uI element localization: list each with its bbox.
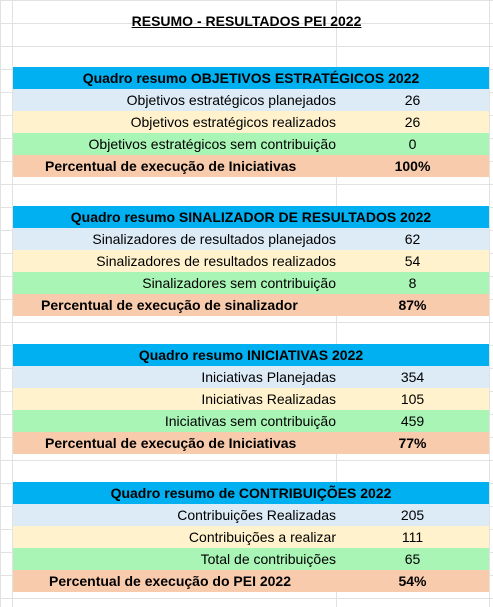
row-value: 65: [404, 551, 421, 567]
table-row[interactable]: Sinalizadores de resultados planejados 62: [13, 228, 489, 250]
table-row[interactable]: Sinalizadores sem contribuição 8: [13, 272, 489, 294]
table-row[interactable]: Iniciativas Realizadas 105: [13, 388, 489, 410]
table-header[interactable]: Quadro resumo INICIATIVAS 2022: [13, 344, 489, 366]
table-header-text: Quadro resumo SINALIZADOR DE RESULTADOS …: [70, 209, 432, 225]
table-row-percentage[interactable]: Percentual de execução de Iniciativas 77%: [13, 432, 489, 454]
row-label: Total de contribuições: [200, 551, 336, 567]
summary-table-iniciativas: Quadro resumo INICIATIVAS 2022 Iniciativ…: [13, 344, 489, 454]
row-label: Contribuições a realizar: [188, 529, 336, 545]
row-value: 8: [408, 275, 417, 291]
row-value: 54: [404, 253, 421, 269]
table-header-text: Quadro resumo OBJETIVOS ESTRATÉGICOS 202…: [82, 70, 420, 86]
row-value: 0: [408, 136, 417, 152]
page-title-text: RESUMO - RESULTADOS PEI 2022: [131, 13, 362, 29]
table-header[interactable]: Quadro resumo SINALIZADOR DE RESULTADOS …: [13, 206, 489, 228]
table-header-text: Quadro resumo INICIATIVAS 2022: [138, 347, 364, 363]
row-value: 205: [400, 507, 425, 523]
table-row-percentage[interactable]: Percentual de execução de Iniciativas 100…: [13, 155, 489, 177]
row-value: 54%: [398, 573, 427, 589]
row-label: Contribuições Realizadas: [177, 507, 336, 523]
row-label: Iniciativas Planejadas: [201, 369, 336, 385]
row-label: Objetivos estratégicos planejados: [126, 92, 336, 108]
table-row[interactable]: Contribuições Realizadas 205: [13, 504, 489, 526]
page-title: RESUMO - RESULTADOS PEI 2022: [0, 10, 493, 32]
row-value: 354: [400, 369, 425, 385]
row-label: Sinalizadores de resultados realizados: [96, 253, 336, 269]
row-value: 111: [401, 529, 424, 545]
table-row-percentage[interactable]: Percentual de execução de sinalizador 87%: [13, 294, 489, 316]
row-value: 77%: [398, 435, 427, 451]
row-label: Iniciativas Realizadas: [201, 391, 336, 407]
table-header[interactable]: Quadro resumo OBJETIVOS ESTRATÉGICOS 202…: [13, 67, 489, 89]
row-label: Percentual de execução de Iniciativas: [45, 158, 297, 174]
row-label: Sinalizadores sem contribuição: [142, 275, 336, 291]
row-value: 26: [404, 92, 421, 108]
table-row[interactable]: Iniciativas Planejadas 354: [13, 366, 489, 388]
grid-column-line: [12, 0, 13, 607]
row-label: Sinalizadores de resultados planejados: [92, 231, 336, 247]
summary-table-objetivos: Quadro resumo OBJETIVOS ESTRATÉGICOS 202…: [13, 67, 489, 177]
row-label: Percentual de execução do PEI 2022: [49, 573, 292, 589]
row-value: 87%: [398, 297, 427, 313]
row-label: Percentual de execução de sinalizador: [41, 297, 298, 313]
row-value: 62: [404, 231, 421, 247]
table-header-text: Quadro resumo de CONTRIBUIÇÕES 2022: [110, 485, 392, 501]
table-row[interactable]: Objetivos estratégicos planejados 26: [13, 89, 489, 111]
summary-table-sinalizadores: Quadro resumo SINALIZADOR DE RESULTADOS …: [13, 206, 489, 316]
table-row[interactable]: Iniciativas sem contribuição 459: [13, 410, 489, 432]
row-label: Iniciativas sem contribuição: [164, 413, 336, 429]
table-row[interactable]: Objetivos estratégicos realizados 26: [13, 111, 489, 133]
summary-table-contribuicoes: Quadro resumo de CONTRIBUIÇÕES 2022 Cont…: [13, 482, 489, 592]
table-row[interactable]: Objetivos estratégicos sem contribuição 0: [13, 133, 489, 155]
table-row[interactable]: Sinalizadores de resultados realizados 54: [13, 250, 489, 272]
table-row[interactable]: Contribuições a realizar 111: [13, 526, 489, 548]
row-value: 26: [404, 114, 421, 130]
row-value: 459: [400, 413, 425, 429]
row-label: Objetivos estratégicos realizados: [130, 114, 336, 130]
row-label: Objetivos estratégicos sem contribuição: [88, 136, 336, 152]
row-value: 105: [400, 391, 425, 407]
table-row[interactable]: Total de contribuições 65: [13, 548, 489, 570]
grid-column-line: [489, 0, 490, 607]
row-label: Percentual de execução de Iniciativas: [45, 435, 297, 451]
table-header[interactable]: Quadro resumo de CONTRIBUIÇÕES 2022: [13, 482, 489, 504]
table-row-percentage[interactable]: Percentual de execução do PEI 2022 54%: [13, 570, 489, 592]
row-value: 100%: [394, 158, 431, 174]
